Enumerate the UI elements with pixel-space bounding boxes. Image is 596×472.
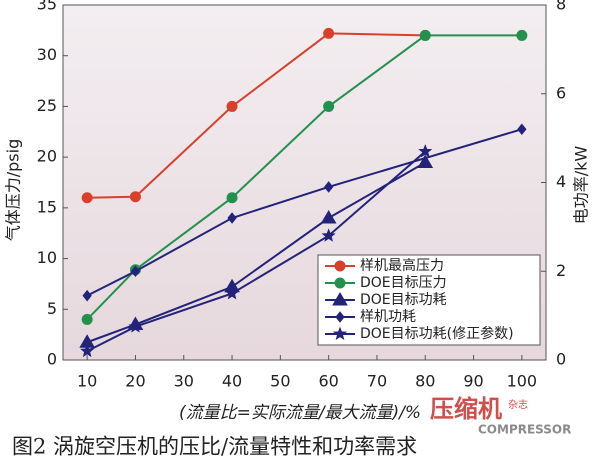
series-line	[86, 34, 522, 321]
watermark: COMPRESSOR	[478, 423, 571, 437]
legend-label: 样机最高压力	[360, 257, 444, 274]
legend-label: DOE目标功耗	[360, 292, 447, 308]
x-tick-label: 20	[125, 372, 145, 391]
marker	[81, 192, 93, 204]
y-tick-label: 5	[47, 299, 57, 318]
marker	[226, 192, 238, 204]
marker	[332, 326, 348, 340]
marker	[129, 191, 141, 203]
y2-tick-label: 8	[556, 0, 566, 14]
marker	[128, 319, 143, 333]
marker	[226, 100, 238, 112]
y2-axis-label: 电功率/kW	[572, 146, 591, 225]
marker	[516, 29, 528, 41]
x-tick-label: 90	[463, 372, 483, 391]
marker	[80, 343, 95, 358]
y-tick-label: 0	[47, 350, 57, 369]
legend-label: DOE目标压力	[360, 275, 447, 291]
y-tick-label: 20	[37, 147, 57, 166]
marker	[227, 212, 237, 224]
y2-tick-label: 4	[556, 172, 566, 191]
marker	[323, 27, 335, 39]
watermark: 压缩机	[430, 395, 502, 423]
marker	[419, 29, 431, 41]
y-axis-label: 气体压力/psig	[4, 139, 23, 242]
marker	[225, 286, 240, 300]
marker	[517, 123, 527, 136]
marker	[324, 181, 334, 193]
marker	[81, 313, 93, 325]
x-tick-label: 10	[77, 372, 97, 391]
y-tick-label: 15	[37, 197, 57, 216]
x-tick-label: 30	[174, 372, 194, 391]
x-axis-label: (流量比=实际流量/最大流量)/%	[179, 403, 421, 423]
marker	[82, 289, 92, 302]
legend-label: DOE目标功耗(修正参数)	[360, 325, 514, 342]
y2-tick-label: 6	[556, 83, 566, 102]
y-tick-label: 10	[37, 248, 57, 267]
y-tick-label: 35	[37, 0, 57, 14]
watermark: 杂志	[508, 398, 528, 411]
x-tick-label: 50	[270, 372, 290, 391]
marker	[130, 265, 141, 278]
caption: 图2 涡旋空压机的压比/流量特性和功率需求	[12, 435, 417, 459]
y-tick-label: 30	[37, 45, 57, 64]
x-tick-label: 40	[222, 372, 242, 391]
x-tick-label: 100	[507, 372, 538, 391]
y-tick-label: 25	[37, 96, 57, 115]
marker	[321, 228, 336, 242]
marker	[335, 311, 345, 323]
marker	[320, 210, 337, 224]
x-tick-label: 70	[367, 372, 387, 391]
marker	[418, 144, 433, 158]
x-tick-label: 60	[318, 372, 338, 391]
legend-label: 样机功耗	[360, 309, 416, 325]
marker	[417, 154, 434, 169]
x-tick-label: 80	[415, 372, 435, 391]
y2-tick-label: 2	[556, 261, 566, 280]
marker	[334, 260, 346, 272]
marker	[332, 292, 348, 306]
marker	[323, 100, 335, 112]
y2-tick-label: 0	[556, 350, 566, 369]
marker	[334, 277, 346, 289]
